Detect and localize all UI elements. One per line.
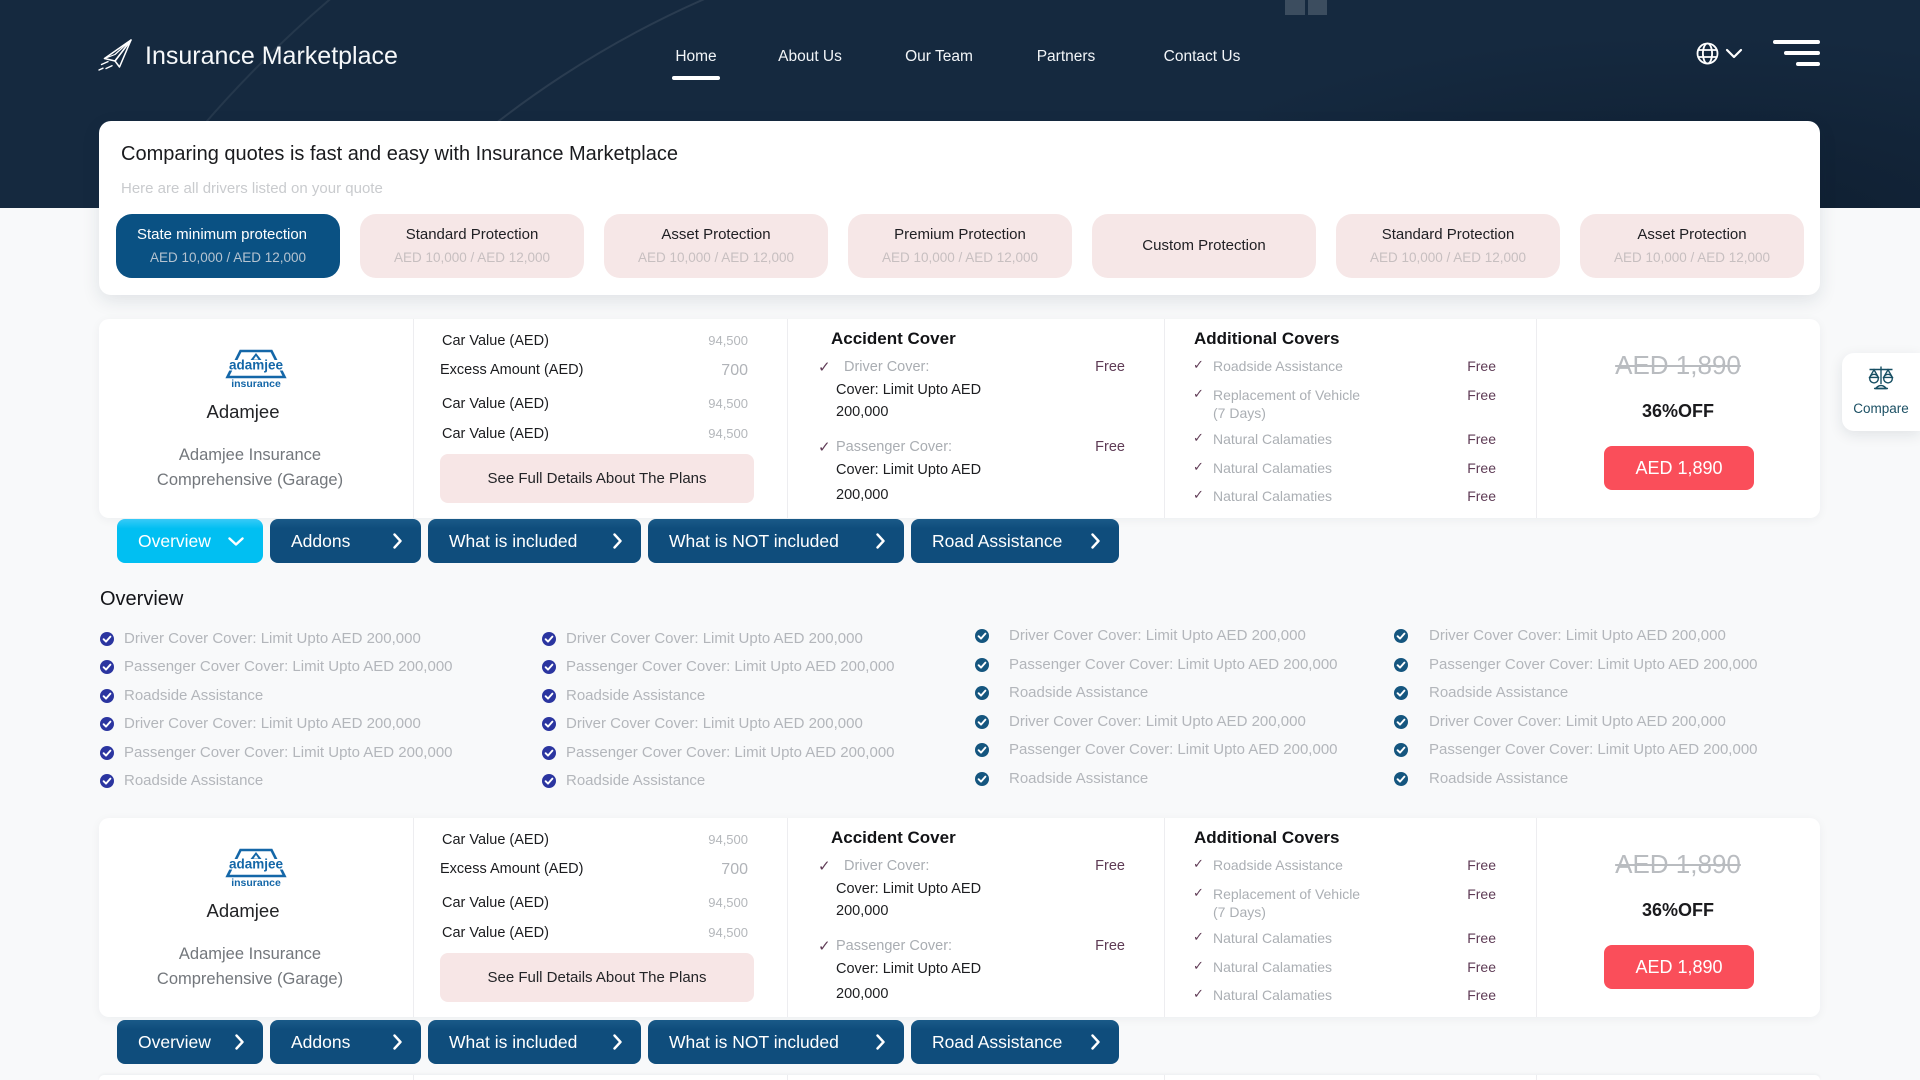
- svg-text:insurance: insurance: [231, 378, 281, 388]
- svg-text:adamjee: adamjee: [229, 857, 284, 872]
- svg-text:insurance: insurance: [231, 877, 281, 887]
- svg-text:adamjee: adamjee: [229, 358, 284, 373]
